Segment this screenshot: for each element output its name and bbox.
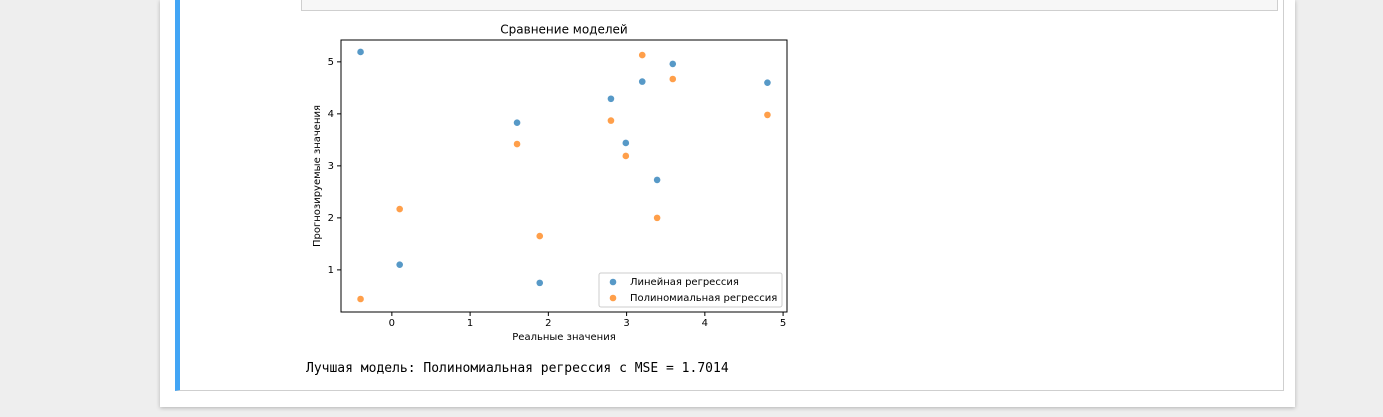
- x-tick-label: 4: [702, 318, 708, 329]
- legend-marker: [609, 278, 617, 286]
- point: [513, 140, 521, 148]
- point: [653, 214, 661, 222]
- point: [669, 60, 677, 68]
- y-axis-label: Прогнозируемые значения: [312, 105, 323, 247]
- y-tick-label: 3: [328, 161, 334, 172]
- point: [357, 295, 364, 303]
- point: [536, 232, 544, 240]
- point: [638, 78, 646, 85]
- point: [638, 51, 646, 59]
- point: [536, 279, 544, 287]
- x-tick-label: 1: [467, 318, 473, 329]
- x-tick-label: 2: [545, 318, 551, 329]
- y-tick-label: 4: [328, 109, 334, 120]
- point: [653, 176, 661, 184]
- point: [622, 139, 630, 147]
- y-tick-label: 5: [328, 57, 334, 68]
- x-tick-label: 0: [389, 318, 395, 329]
- point: [764, 79, 771, 86]
- point: [357, 48, 364, 56]
- y-tick-label: 2: [328, 213, 334, 224]
- cell: [175, 0, 1284, 391]
- legend-box: [598, 272, 783, 308]
- x-tick-label: 3: [623, 318, 629, 329]
- x-axis-label: Реальные значения: [512, 332, 615, 343]
- point: [513, 119, 521, 126]
- point: [607, 117, 615, 124]
- output-text: Лучшая модель: Полиномиальная регрессия …: [306, 361, 729, 376]
- point: [396, 261, 403, 268]
- point: [622, 152, 630, 160]
- plot-area: [340, 39, 788, 313]
- x-tick-label: 5: [780, 318, 786, 329]
- point: [669, 75, 677, 83]
- point: [607, 95, 615, 103]
- y-tick-label: 1: [328, 265, 334, 276]
- chart: Сравнение моделей Реальные значения Прог…: [312, 23, 788, 343]
- legend-label: Линейная регрессия: [630, 277, 739, 288]
- chart-title: Сравнение моделей: [500, 23, 627, 37]
- legend-label: Полиномиальная регрессия: [630, 293, 777, 304]
- legend-marker: [609, 294, 617, 302]
- previous-cell: [301, 0, 1278, 11]
- point: [764, 111, 771, 119]
- point: [396, 205, 403, 213]
